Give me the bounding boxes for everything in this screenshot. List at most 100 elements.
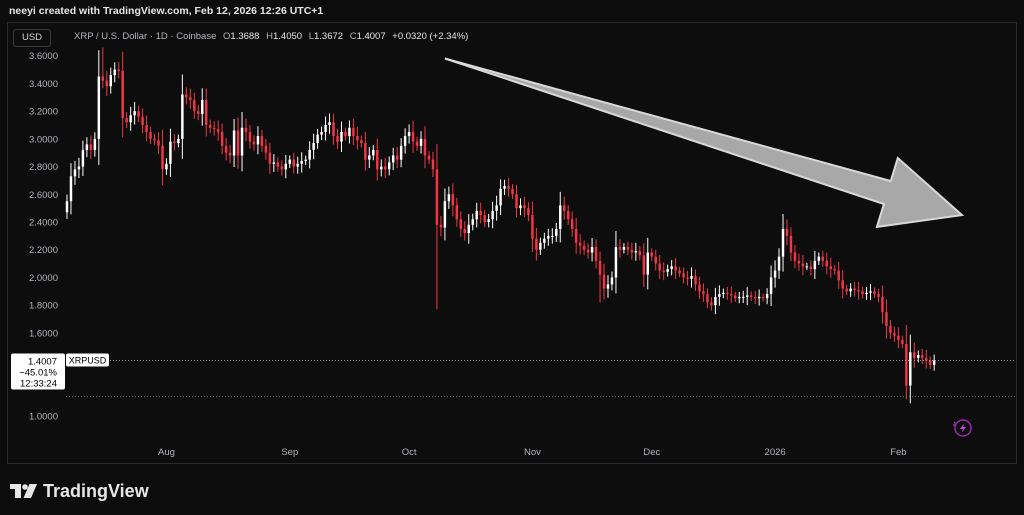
- candle-body: [344, 131, 347, 137]
- candle-body: [391, 155, 395, 163]
- candle-body: [511, 188, 514, 195]
- candle-body: [475, 210, 478, 220]
- candle-body: [574, 228, 578, 243]
- y-tick-label: 3.6000: [29, 51, 58, 62]
- candle-body: [797, 260, 801, 264]
- candle-body: [642, 255, 646, 275]
- candle-body: [726, 292, 729, 295]
- candle-body: [932, 360, 936, 365]
- candle-body: [495, 205, 498, 211]
- candle-body: [606, 284, 610, 289]
- candle-body: [459, 219, 463, 229]
- candle-body: [626, 246, 630, 250]
- lightning-icon[interactable]: [953, 419, 972, 437]
- candle-body: [336, 136, 339, 142]
- y-axis: 1.0000 1.6000 1.8000 2.0000 2.2000 2.4000 2.60…: [29, 51, 58, 422]
- symbol-label[interactable]: XRP / U.S. Dollar · 1D · Coinbase: [74, 31, 217, 42]
- candle-body: [738, 296, 741, 299]
- candle-body: [296, 163, 299, 167]
- tradingview-logo-icon: [10, 484, 37, 499]
- candle-body: [340, 131, 343, 142]
- candle-body: [141, 116, 144, 126]
- candle-body: [515, 194, 518, 209]
- candle-body: [861, 291, 864, 295]
- candle-body: [519, 205, 522, 209]
- candle-body: [443, 201, 447, 228]
- candle-body: [383, 166, 387, 170]
- currency-button[interactable]: USD: [13, 29, 51, 47]
- candle-body: [415, 141, 419, 146]
- candle-body: [773, 270, 777, 278]
- candle-body: [204, 100, 208, 126]
- candle-body: [113, 69, 116, 76]
- candle-body: [507, 185, 510, 189]
- candle-body: [85, 144, 89, 150]
- candle-body: [264, 145, 268, 153]
- candle-body: [598, 260, 602, 275]
- candle-body: [260, 136, 264, 146]
- candles: [65, 47, 936, 404]
- candle-body: [873, 291, 876, 295]
- candle-body: [547, 235, 550, 239]
- x-tick-label: 2026: [765, 447, 786, 458]
- candle-body: [586, 249, 590, 253]
- candle-body: [821, 256, 825, 261]
- candle-body: [789, 235, 793, 253]
- candle-body: [268, 152, 272, 164]
- candle-body: [240, 127, 244, 156]
- candle-body: [602, 274, 606, 289]
- candle-body: [531, 215, 534, 239]
- candle-body: [710, 302, 713, 306]
- candle-body: [781, 228, 785, 257]
- y-tick-label: 3.2000: [29, 107, 58, 118]
- candle-body: [328, 122, 331, 126]
- candle-body: [149, 131, 152, 139]
- candle-body: [570, 219, 574, 229]
- candle-body: [582, 245, 586, 250]
- open-label: O: [223, 31, 231, 42]
- candle-body: [248, 131, 252, 142]
- candle-body: [479, 210, 482, 216]
- candle-body: [435, 169, 439, 225]
- y-tick-label: 2.2000: [29, 245, 58, 256]
- candle-body: [730, 294, 733, 296]
- candle-body: [503, 185, 506, 189]
- candle-body: [718, 294, 721, 297]
- candle-body: [380, 166, 383, 170]
- candle-body: [749, 295, 753, 297]
- candle-body: [177, 138, 180, 144]
- x-tick-label: Feb: [890, 447, 906, 458]
- candle-body: [825, 260, 829, 267]
- candle-body: [777, 256, 781, 271]
- candle-body: [594, 246, 598, 261]
- candle-body: [431, 159, 435, 170]
- candle-body: [757, 296, 761, 299]
- candle-body: [288, 159, 291, 164]
- candle-body: [654, 256, 657, 264]
- candle-body: [924, 357, 928, 361]
- candle-body: [252, 141, 256, 145]
- candle-body: [634, 251, 638, 253]
- low-value: 1.3672: [313, 31, 344, 42]
- open-value: 1.3688: [230, 31, 260, 42]
- candle-body: [559, 205, 562, 229]
- y-tick-label: 3.0000: [29, 134, 58, 145]
- candle-body: [539, 242, 542, 250]
- candle-body: [173, 141, 176, 144]
- trend-arrow[interactable]: [444, 57, 965, 229]
- candle-body: [272, 162, 276, 164]
- candle-body: [427, 155, 431, 160]
- candle-body: [682, 273, 685, 278]
- price-marker-box: [11, 353, 65, 390]
- candle-body: [646, 252, 650, 275]
- candle-body: [97, 76, 101, 139]
- x-tick-label: Dec: [643, 447, 660, 458]
- candle-body: [467, 224, 470, 234]
- candle-body: [308, 149, 311, 160]
- candle-body: [316, 134, 319, 144]
- candle-body: [300, 161, 303, 164]
- chart-panel[interactable]: [7, 22, 1017, 464]
- candle-body: [901, 339, 904, 344]
- candle-body: [153, 138, 156, 141]
